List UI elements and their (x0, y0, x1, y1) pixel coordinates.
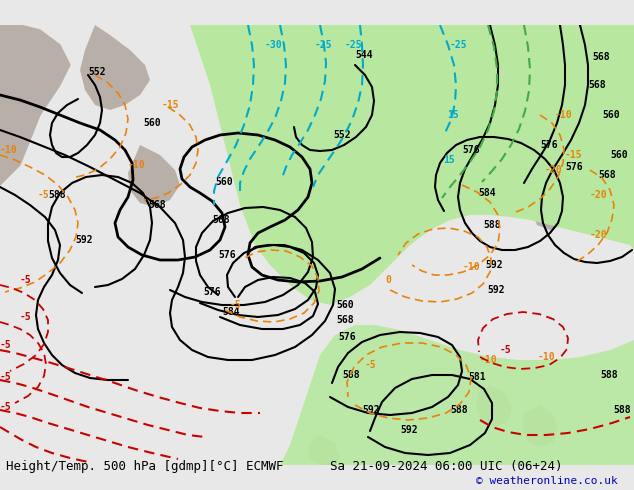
Text: -30: -30 (265, 40, 283, 50)
Text: -15: -15 (565, 150, 583, 160)
Text: Sa 21-09-2024 06:00 UIC (06+24): Sa 21-09-2024 06:00 UIC (06+24) (330, 460, 562, 473)
Text: -5: -5 (20, 312, 32, 322)
Text: 576: 576 (203, 287, 221, 297)
Text: 592: 592 (487, 285, 505, 295)
Polygon shape (531, 185, 568, 230)
Polygon shape (80, 25, 150, 110)
Polygon shape (356, 115, 392, 160)
Text: 576: 576 (565, 162, 583, 172)
Text: 588: 588 (600, 370, 618, 380)
Text: 588: 588 (450, 405, 468, 415)
Polygon shape (300, 75, 335, 117)
Text: 592: 592 (400, 425, 418, 435)
Text: -10: -10 (0, 145, 18, 155)
Polygon shape (308, 435, 340, 465)
Text: -5: -5 (0, 372, 12, 382)
Text: Height/Temp. 500 hPa [gdmp][°C] ECMWF: Height/Temp. 500 hPa [gdmp][°C] ECMWF (6, 460, 284, 473)
Text: -10: -10 (555, 110, 573, 120)
Text: -20: -20 (590, 190, 607, 200)
Text: -10: -10 (538, 352, 555, 362)
Polygon shape (280, 325, 634, 465)
Text: -5: -5 (365, 360, 377, 370)
Polygon shape (200, 25, 634, 175)
Polygon shape (522, 405, 558, 447)
Text: 568: 568 (588, 80, 605, 90)
Text: -25: -25 (345, 40, 363, 50)
Polygon shape (486, 145, 522, 188)
Text: 588: 588 (342, 370, 359, 380)
Text: 592: 592 (362, 405, 380, 415)
Text: 588: 588 (613, 405, 631, 415)
Text: -25: -25 (315, 40, 333, 50)
Text: 576: 576 (540, 140, 558, 150)
Text: -5: -5 (500, 345, 512, 355)
Text: 568: 568 (598, 170, 616, 180)
Text: 568: 568 (212, 215, 230, 225)
Text: 588: 588 (483, 220, 501, 230)
Text: 15: 15 (447, 110, 459, 120)
Text: 592: 592 (485, 260, 503, 270)
Text: 568: 568 (592, 52, 610, 62)
Text: -5: -5 (38, 190, 49, 200)
Text: 552: 552 (88, 67, 106, 77)
Text: 0: 0 (385, 275, 391, 285)
Text: 584: 584 (478, 188, 496, 198)
Text: -10: -10 (128, 160, 146, 170)
Text: 560: 560 (610, 150, 628, 160)
Text: 576: 576 (218, 250, 236, 260)
Text: 584: 584 (222, 307, 240, 317)
Text: 544: 544 (355, 50, 373, 60)
Text: 581: 581 (468, 372, 486, 382)
Text: 560: 560 (215, 177, 233, 187)
Text: 560: 560 (336, 300, 354, 310)
Text: -25: -25 (450, 40, 468, 50)
Polygon shape (190, 25, 634, 305)
Text: -5: -5 (20, 275, 32, 285)
Polygon shape (476, 385, 512, 427)
Text: -10: -10 (463, 262, 481, 272)
Text: -10: -10 (480, 355, 498, 365)
Text: 576: 576 (338, 332, 356, 342)
Text: -5: -5 (0, 340, 12, 350)
Polygon shape (582, 125, 618, 167)
Text: -20: -20 (590, 230, 607, 240)
Text: -15: -15 (162, 100, 179, 110)
Text: 592: 592 (75, 235, 93, 245)
Polygon shape (0, 25, 70, 185)
Text: -5: -5 (0, 402, 12, 412)
Text: -5: -5 (230, 300, 242, 310)
Text: 576: 576 (462, 145, 480, 155)
Text: 588: 588 (48, 190, 66, 200)
Text: -20: -20 (545, 165, 562, 175)
Text: 568: 568 (336, 315, 354, 325)
Text: 568: 568 (148, 200, 165, 210)
Text: © weatheronline.co.uk: © weatheronline.co.uk (476, 476, 618, 486)
Text: 560: 560 (143, 118, 160, 128)
Polygon shape (128, 145, 180, 207)
Text: 560: 560 (602, 110, 619, 120)
Polygon shape (480, 25, 634, 137)
Text: 15: 15 (443, 155, 455, 165)
Polygon shape (416, 85, 452, 129)
Text: 552: 552 (333, 130, 351, 140)
